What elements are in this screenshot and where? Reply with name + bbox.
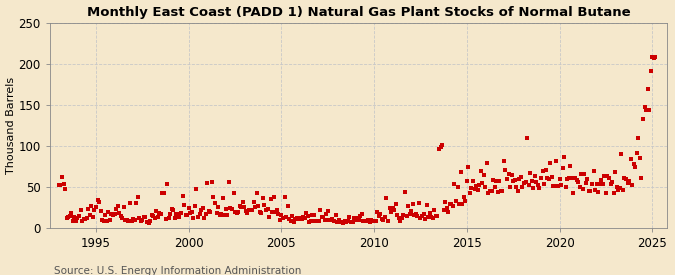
Y-axis label: Thousand Barrels: Thousand Barrels — [5, 77, 16, 174]
Text: Source: U.S. Energy Information Administration: Source: U.S. Energy Information Administ… — [54, 266, 301, 275]
Title: Monthly East Coast (PADD 1) Natural Gas Plant Stocks of Normal Butane: Monthly East Coast (PADD 1) Natural Gas … — [86, 6, 630, 18]
